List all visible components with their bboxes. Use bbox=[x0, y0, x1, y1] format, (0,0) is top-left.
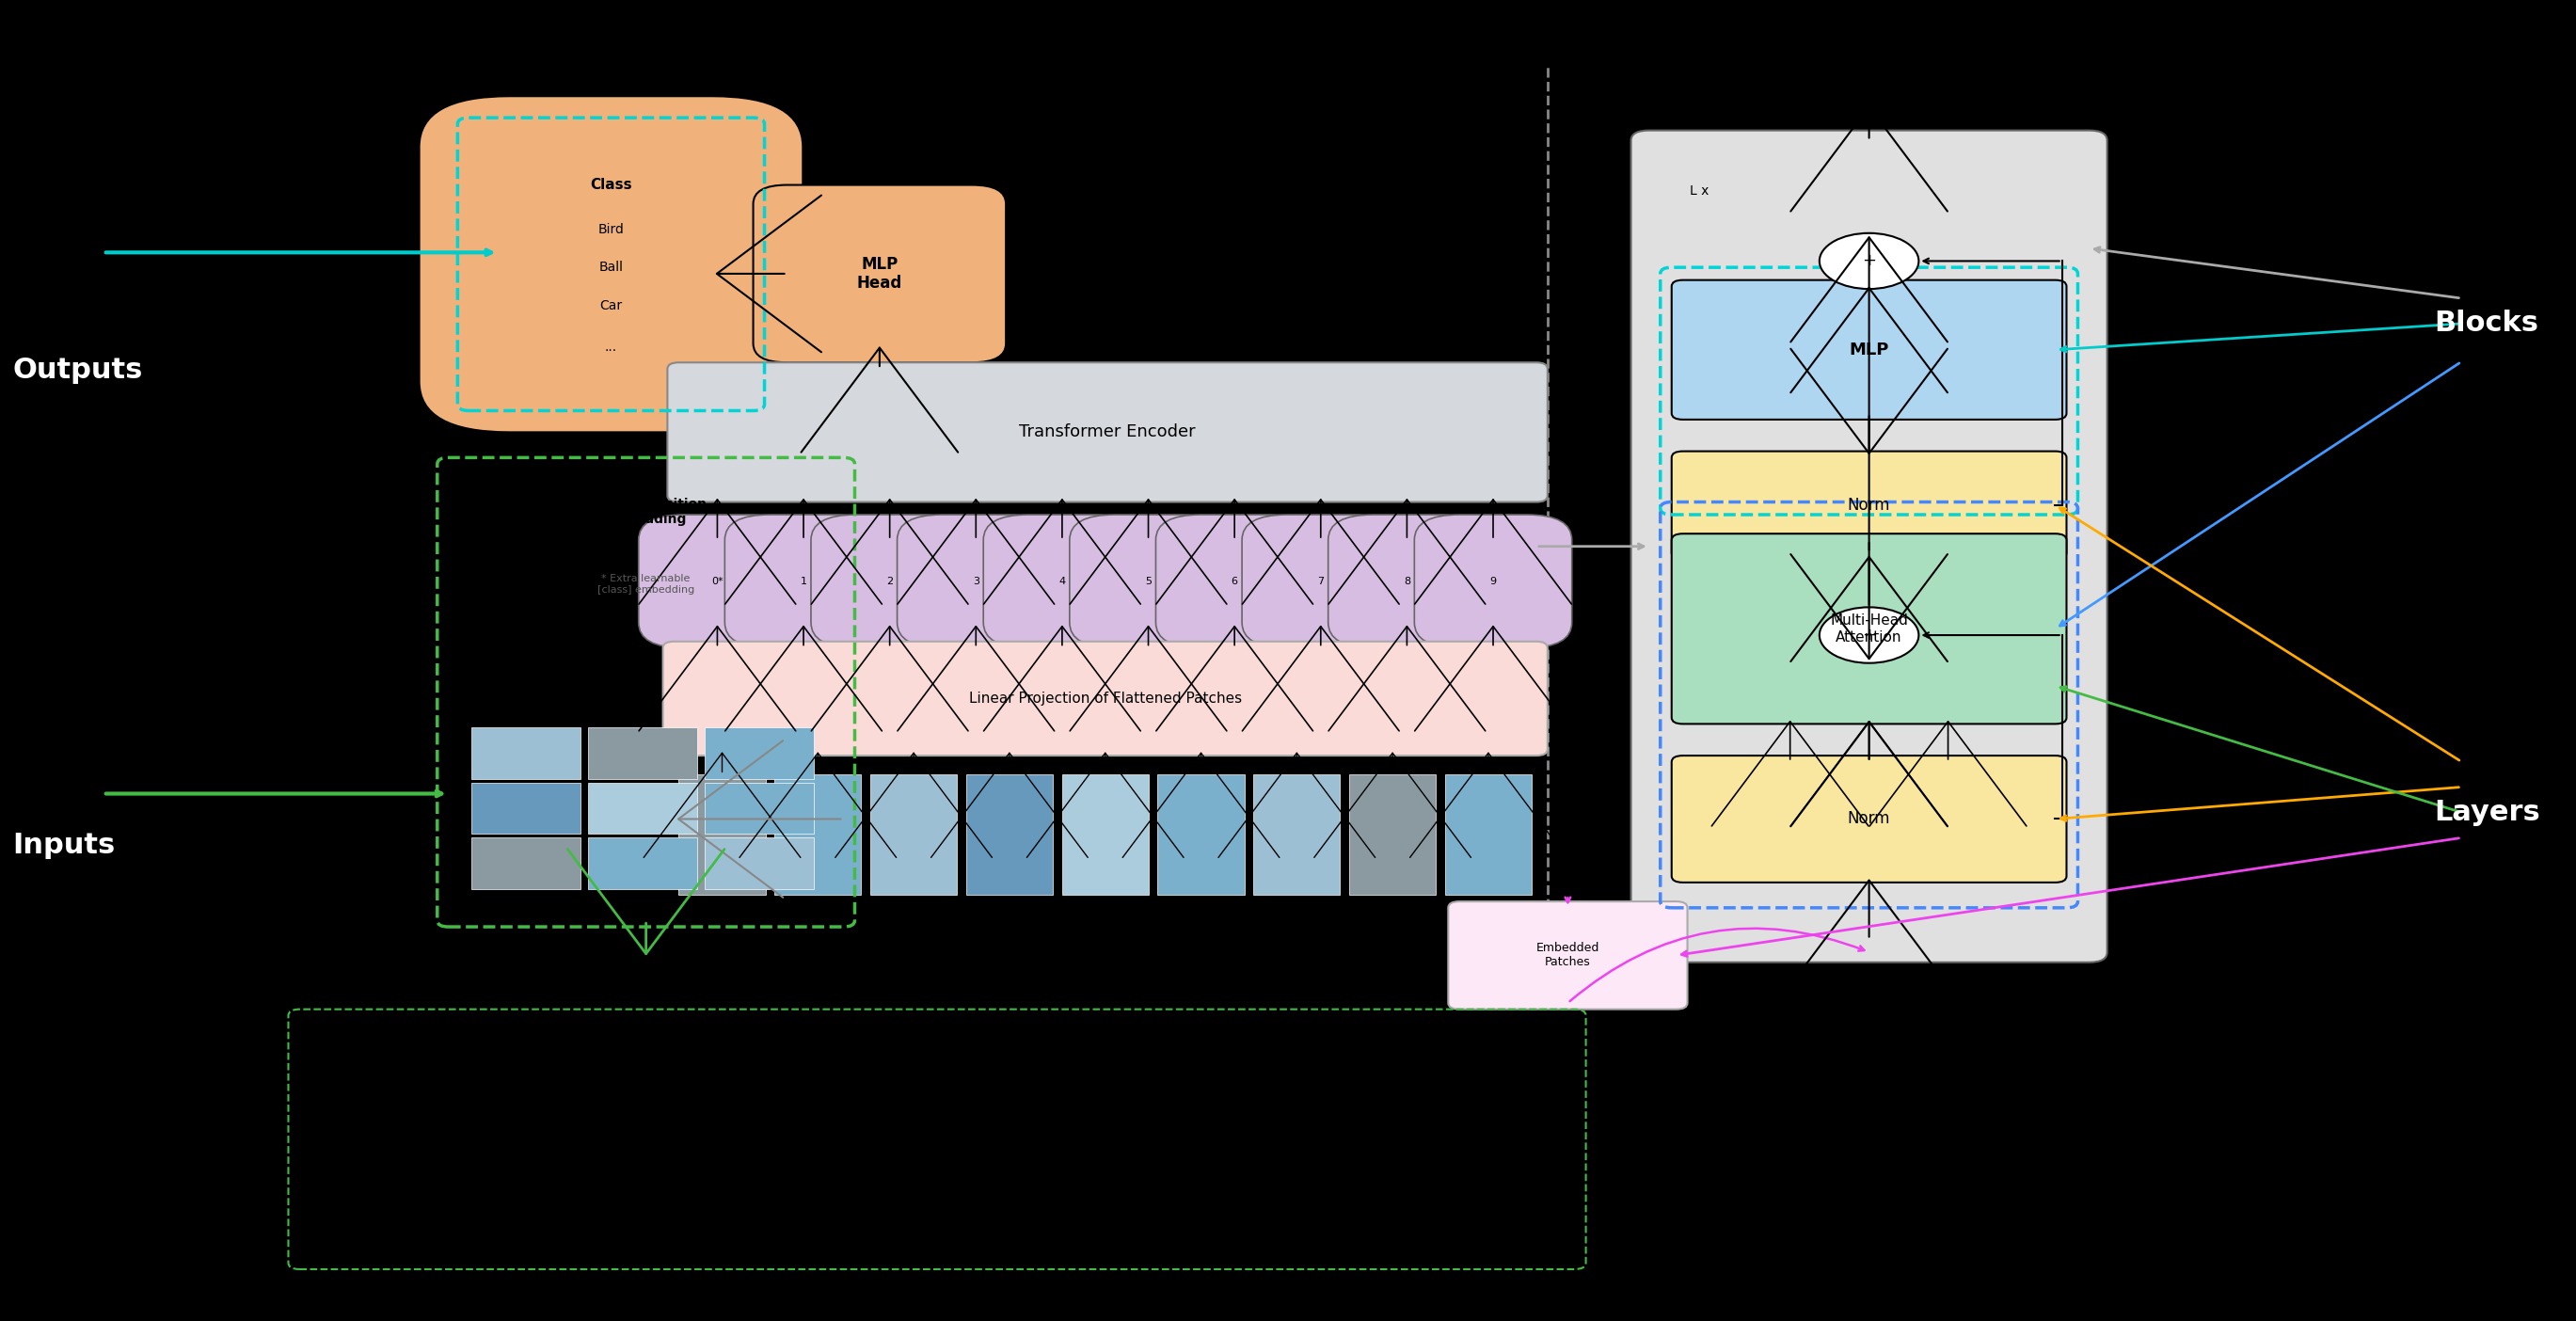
Bar bbox=[703, 782, 814, 834]
FancyBboxPatch shape bbox=[1448, 901, 1687, 1009]
Text: L x: L x bbox=[1690, 185, 1708, 198]
Text: 2: 2 bbox=[886, 576, 894, 587]
Bar bbox=[1350, 774, 1435, 896]
Bar bbox=[703, 838, 814, 889]
FancyBboxPatch shape bbox=[1414, 515, 1571, 647]
Text: ...: ... bbox=[605, 341, 618, 354]
Text: MLP
Head: MLP Head bbox=[858, 255, 902, 292]
Text: Figure 1: Model overview.  We split an image into fixed-size patches, linearly e: Figure 1: Model overview. We split an im… bbox=[307, 1048, 987, 1061]
Text: Transformer Encoder: Transformer Encoder bbox=[1020, 424, 1195, 441]
Bar bbox=[471, 728, 582, 779]
FancyBboxPatch shape bbox=[1672, 452, 2066, 559]
FancyBboxPatch shape bbox=[1242, 515, 1399, 647]
Text: encoder. In order to perform classification, we use the standard approach of add: encoder. In order to perform classificat… bbox=[307, 1131, 1015, 1145]
Text: MLP: MLP bbox=[1850, 341, 1888, 358]
Text: Patch + Position
Embedding: Patch + Position Embedding bbox=[585, 498, 706, 526]
Text: MLP = Multilayer
perceptron: MLP = Multilayer perceptron bbox=[1061, 262, 1224, 299]
Circle shape bbox=[1819, 232, 1919, 289]
Bar bbox=[1061, 774, 1149, 896]
FancyBboxPatch shape bbox=[1069, 515, 1226, 647]
Bar bbox=[1157, 774, 1244, 896]
Text: Inputs: Inputs bbox=[13, 832, 116, 859]
FancyBboxPatch shape bbox=[811, 515, 969, 647]
FancyBboxPatch shape bbox=[1672, 534, 2066, 724]
Bar bbox=[871, 774, 958, 896]
Text: 7: 7 bbox=[1316, 576, 1324, 587]
Bar bbox=[587, 728, 698, 779]
Bar bbox=[587, 782, 698, 834]
Text: Ball: Ball bbox=[598, 260, 623, 273]
Bar bbox=[703, 728, 814, 779]
Text: 3: 3 bbox=[974, 576, 979, 587]
FancyBboxPatch shape bbox=[667, 362, 1548, 502]
Text: Vaswani et al. (2017).: Vaswani et al. (2017). bbox=[307, 1215, 456, 1229]
Bar bbox=[966, 774, 1054, 896]
Text: Norm: Norm bbox=[1847, 811, 1891, 827]
Text: Multi-Head
Attention: Multi-Head Attention bbox=[1829, 613, 1909, 645]
Bar bbox=[587, 838, 698, 889]
Text: Blocks: Blocks bbox=[2434, 310, 2540, 337]
Text: Layers: Layers bbox=[2434, 799, 2540, 826]
Bar bbox=[677, 774, 765, 896]
Bar bbox=[1255, 774, 1340, 896]
FancyBboxPatch shape bbox=[1157, 515, 1314, 647]
Text: 5: 5 bbox=[1144, 576, 1151, 587]
FancyBboxPatch shape bbox=[724, 515, 881, 647]
Text: 8: 8 bbox=[1404, 576, 1409, 587]
Text: Bird: Bird bbox=[598, 223, 623, 236]
Bar bbox=[471, 838, 582, 889]
Text: 9: 9 bbox=[1489, 576, 1497, 587]
Text: add position embeddings, and feed the resulting sequence of vectors to a standar: add position embeddings, and feed the re… bbox=[307, 1089, 971, 1103]
FancyBboxPatch shape bbox=[752, 185, 1005, 362]
Text: Outputs: Outputs bbox=[13, 357, 144, 383]
FancyBboxPatch shape bbox=[1329, 515, 1486, 647]
Text: 6: 6 bbox=[1231, 576, 1239, 587]
FancyBboxPatch shape bbox=[1631, 131, 2107, 962]
Text: Vision Transformer (ViT): Vision Transformer (ViT) bbox=[902, 100, 1133, 118]
Text: Linear Projection of Flattened Patches: Linear Projection of Flattened Patches bbox=[969, 691, 1242, 705]
Bar bbox=[471, 782, 582, 834]
Text: +: + bbox=[1862, 252, 1875, 269]
FancyBboxPatch shape bbox=[639, 515, 796, 647]
Text: Car: Car bbox=[600, 299, 623, 312]
Text: 1: 1 bbox=[801, 576, 806, 587]
Circle shape bbox=[1819, 608, 1919, 663]
FancyBboxPatch shape bbox=[1672, 756, 2066, 882]
FancyBboxPatch shape bbox=[662, 642, 1548, 756]
Text: 0*: 0* bbox=[711, 576, 724, 587]
FancyBboxPatch shape bbox=[896, 515, 1054, 647]
FancyBboxPatch shape bbox=[984, 515, 1141, 647]
Text: +: + bbox=[1862, 626, 1875, 643]
Bar bbox=[1445, 774, 1533, 896]
FancyBboxPatch shape bbox=[1672, 280, 2066, 420]
Text: * Extra learnable
[class] embedding: * Extra learnable [class] embedding bbox=[598, 575, 696, 594]
FancyBboxPatch shape bbox=[420, 96, 804, 432]
Text: “classification token” to the sequence.  The illustration of the Transformer enc: “classification token” to the sequence. … bbox=[307, 1173, 989, 1188]
Text: 4: 4 bbox=[1059, 576, 1066, 587]
Text: Class: Class bbox=[590, 178, 631, 192]
Bar bbox=[775, 774, 860, 896]
Text: Transformer Encoder: Transformer Encoder bbox=[1765, 100, 1963, 118]
Text: Norm: Norm bbox=[1847, 497, 1891, 514]
Text: Embedded
Patches: Embedded Patches bbox=[1535, 942, 1600, 968]
